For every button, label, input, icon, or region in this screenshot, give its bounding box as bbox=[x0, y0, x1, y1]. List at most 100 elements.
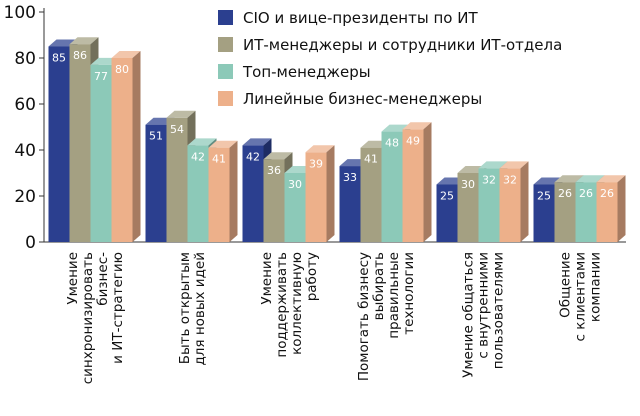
legend: CIO и вице-президенты по ИТ ИТ-менеджеры … bbox=[218, 9, 562, 108]
bar-top-face bbox=[575, 175, 605, 183]
bar-value-label: 86 bbox=[73, 49, 87, 62]
legend-label: Линейные бизнес-менеджеры bbox=[243, 90, 482, 108]
bar-value-label: 48 bbox=[385, 137, 399, 150]
bar-top-face bbox=[263, 152, 293, 160]
bar-value-label: 85 bbox=[52, 52, 66, 65]
bar: 80 bbox=[111, 51, 141, 242]
y-tick-label: 60 bbox=[14, 95, 36, 115]
category-label: Помогать бизнесу выбирать правильные технол… bbox=[356, 252, 417, 381]
bar-value-label: 41 bbox=[364, 153, 378, 166]
bar-top-face bbox=[554, 175, 584, 183]
bar-value-label: 25 bbox=[537, 190, 551, 203]
y-tick-label: 0 bbox=[25, 233, 36, 253]
legend-item: CIO и вице-президенты по ИТ bbox=[218, 9, 478, 27]
category-label-line: синхронизировать bbox=[80, 252, 96, 384]
category-label: Умение общаться с внутренними пользователя… bbox=[461, 252, 507, 378]
y-tick-label: 40 bbox=[14, 141, 36, 161]
legend-label: Топ-менеджеры bbox=[242, 63, 371, 81]
bar-front-face bbox=[554, 182, 576, 242]
bar-value-label: 39 bbox=[309, 157, 323, 170]
category-label: Общение с клиентами компании bbox=[558, 252, 604, 342]
category-label: Быть открытым для новых идей bbox=[177, 252, 208, 366]
category-label-line: Умение bbox=[65, 252, 81, 305]
category-label-line: поддерживать bbox=[274, 252, 290, 358]
bar-front-face bbox=[533, 184, 555, 242]
category-label: Умение поддерживать коллективную работу bbox=[259, 252, 320, 358]
axis-layer: 0 20 40 60 80 100 bbox=[4, 3, 626, 253]
category-label-line: и ИТ-стратегию bbox=[110, 252, 126, 364]
bar: 49 bbox=[402, 122, 432, 242]
bar-top-face bbox=[166, 110, 196, 118]
bar-value-label: 54 bbox=[170, 123, 184, 136]
bar-value-label: 80 bbox=[115, 63, 129, 76]
bar-side-face bbox=[423, 122, 432, 242]
legend-item: ИТ-менеджеры и сотрудники ИТ-отдела bbox=[218, 36, 562, 54]
bar-value-label: 25 bbox=[440, 190, 454, 203]
bar-value-label: 41 bbox=[212, 153, 226, 166]
category-labels: Умение синхронизировать бизнес-и ИТ-страте… bbox=[65, 252, 604, 384]
y-tick-label: 80 bbox=[14, 49, 36, 69]
bar-front-face bbox=[596, 182, 618, 242]
bar-front-face bbox=[48, 46, 70, 242]
category-label-line: с клиентами bbox=[573, 252, 589, 342]
category-label: Умение синхронизировать бизнес-и ИТ-страте… bbox=[65, 252, 126, 384]
bar-value-label: 42 bbox=[246, 150, 260, 163]
bar-front-face bbox=[478, 168, 500, 242]
bar-top-face bbox=[596, 175, 626, 183]
bar-value-label: 30 bbox=[288, 178, 302, 191]
legend-swatch bbox=[218, 64, 233, 79]
bar-value-label: 26 bbox=[579, 187, 593, 200]
category-label-line: компании bbox=[588, 252, 604, 322]
bar-value-label: 33 bbox=[343, 171, 357, 184]
bar-value-label: 51 bbox=[149, 130, 163, 143]
bar-top-face bbox=[242, 138, 272, 146]
bar-front-face bbox=[339, 166, 361, 242]
legend-label: ИТ-менеджеры и сотрудники ИТ-отдела bbox=[243, 36, 562, 54]
category-label-line: с внутренними bbox=[476, 252, 492, 359]
legend-item: Топ-менеджеры bbox=[218, 63, 371, 81]
bar-value-label: 26 bbox=[600, 187, 614, 200]
legend-swatch bbox=[218, 91, 233, 106]
bar-front-face bbox=[305, 152, 327, 242]
bar-side-face bbox=[132, 51, 141, 242]
bar-value-label: 32 bbox=[482, 173, 496, 186]
bar-front-face bbox=[242, 145, 264, 242]
category-label-line: бизнес- bbox=[95, 252, 111, 306]
bar-side-face bbox=[520, 161, 529, 242]
bar-front-face bbox=[575, 182, 597, 242]
bar-front-face bbox=[208, 147, 230, 242]
category-label-line: правильные bbox=[386, 252, 402, 339]
bar-front-face bbox=[360, 147, 382, 242]
bar-front-face bbox=[402, 129, 424, 242]
legend-swatch bbox=[218, 37, 233, 52]
bar-value-label: 42 bbox=[191, 150, 205, 163]
bar-value-label: 49 bbox=[406, 134, 420, 147]
category-label-line: технологии bbox=[401, 252, 417, 335]
bar-front-face bbox=[457, 173, 479, 242]
bar-side-face bbox=[229, 140, 238, 242]
bar-top-face bbox=[305, 145, 335, 153]
bar: 32 bbox=[499, 161, 529, 242]
bar-top-face bbox=[478, 161, 508, 169]
bar-side-face bbox=[326, 145, 335, 242]
bar-front-face bbox=[111, 58, 133, 242]
bar-top-face bbox=[208, 140, 238, 148]
bar-top-face bbox=[499, 161, 529, 169]
category-label-line: пользователями bbox=[491, 252, 507, 369]
bar: 39 bbox=[305, 145, 335, 242]
category-label-line: выбирать bbox=[371, 252, 387, 320]
bar-value-label: 30 bbox=[461, 178, 475, 191]
y-tick-label: 20 bbox=[14, 187, 36, 207]
bar-top-face bbox=[187, 138, 217, 146]
category-label-line: Помогать бизнесу bbox=[356, 252, 372, 381]
bar-front-face bbox=[263, 159, 285, 242]
bar: 26 bbox=[596, 175, 626, 242]
category-label-line: Общение bbox=[558, 252, 574, 318]
category-label-line: коллективную bbox=[289, 252, 305, 355]
bar-top-face bbox=[402, 122, 432, 130]
y-tick-label: 100 bbox=[4, 3, 36, 23]
bar-front-face bbox=[145, 124, 167, 242]
legend-item: Линейные бизнес-менеджеры bbox=[218, 90, 482, 108]
